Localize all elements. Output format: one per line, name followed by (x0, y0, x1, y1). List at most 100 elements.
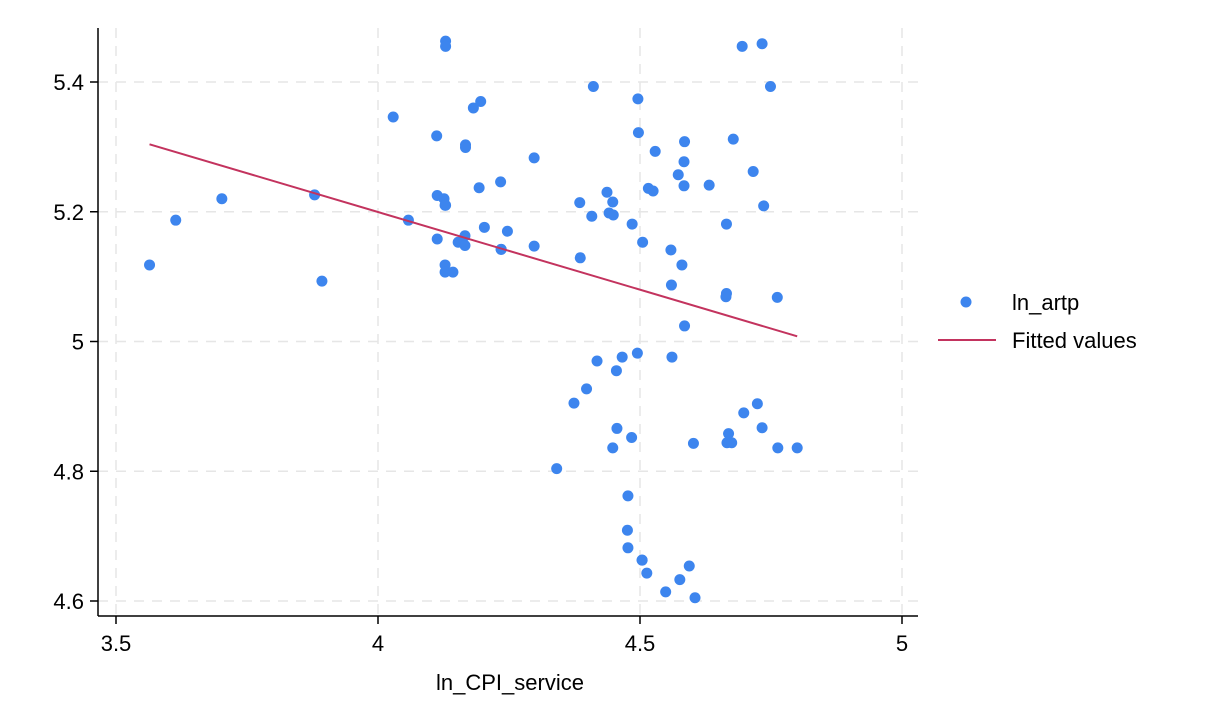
scatter-point (574, 252, 586, 264)
x-tick-label: 4 (372, 631, 384, 656)
scatter-point (568, 397, 580, 409)
scatter-point (621, 524, 633, 536)
scatter-point (616, 351, 628, 363)
scatter-point (144, 259, 156, 271)
scatter-point (631, 347, 643, 359)
scatter-point (764, 81, 776, 93)
scatter-point (689, 592, 701, 604)
scatter-point (720, 218, 732, 230)
scatter-point (637, 236, 649, 248)
legend-label-fitted-line: Fitted values (1012, 328, 1137, 353)
scatter-point (676, 259, 688, 271)
scatter-point (736, 40, 748, 52)
scatter-point (683, 560, 695, 572)
scatter-point (791, 442, 803, 454)
fitted-line-group (149, 143, 798, 338)
scatter-point (316, 275, 328, 287)
scatter-point (528, 240, 540, 252)
scatter-point (591, 355, 603, 367)
scatter-point (626, 432, 638, 444)
scatter-point (674, 574, 686, 586)
scatter-point (672, 169, 684, 181)
scatter-point (649, 145, 661, 157)
scatter-point (574, 197, 586, 209)
scatter-point (726, 437, 738, 449)
scatter-point (636, 554, 648, 566)
scatter-point (632, 127, 644, 139)
scatter-point (607, 209, 619, 221)
scatter-point (756, 422, 768, 434)
legend-marker-scatter (960, 296, 972, 308)
scatter-point (720, 287, 732, 299)
scatter-point (771, 291, 783, 303)
scatter-point (665, 244, 677, 256)
scatter-point (622, 542, 634, 554)
scatter-point (431, 130, 443, 142)
scatter-point (601, 186, 613, 198)
scatter-point (611, 422, 623, 434)
scatter-point (607, 442, 619, 454)
y-tick-label: 4.6 (53, 589, 84, 614)
scatter-point (170, 214, 182, 226)
scatter-point (756, 38, 768, 50)
scatter-point (641, 567, 653, 579)
scatter-point (647, 185, 659, 197)
scatter-point (665, 279, 677, 291)
scatter-point (607, 196, 619, 208)
scatter-point (626, 218, 638, 230)
scatter-point (467, 102, 479, 114)
scatter-point (747, 166, 759, 178)
scatter-point (447, 266, 459, 278)
y-tick-label: 5 (72, 330, 84, 355)
scatter-point (660, 586, 672, 598)
scatter-point (738, 407, 750, 419)
scatter-point (679, 320, 691, 332)
scatter-point (501, 225, 513, 237)
axes (97, 28, 918, 617)
y-tick-label: 5.4 (53, 70, 84, 95)
scatter-point (723, 428, 735, 440)
y-tick-label: 4.8 (53, 459, 84, 484)
scatter-point (459, 239, 471, 251)
scatter-point (528, 152, 540, 164)
scatter-point (678, 180, 690, 192)
scatter-point (581, 383, 593, 395)
scatter-point (772, 442, 784, 454)
scatter-point (751, 398, 763, 410)
x-axis-title: ln_CPI_service (436, 670, 584, 695)
scatter-point (679, 136, 691, 148)
scatter-point (216, 193, 228, 205)
scatter-point (440, 40, 452, 52)
scatter-point (473, 182, 485, 194)
scatter-point (678, 156, 690, 168)
scatter-point (758, 200, 770, 212)
tick-marks (90, 81, 903, 624)
x-tick-label: 4.5 (625, 631, 656, 656)
fitted-line (149, 143, 798, 338)
scatter-point (460, 142, 472, 154)
scatter-point (587, 81, 599, 93)
legend: ln_artp Fitted values (938, 290, 1137, 353)
scatter-point (666, 351, 678, 363)
tick-labels: 3.5 4 4.5 5 4.6 4.8 5 5.2 5.4 (53, 70, 908, 656)
scatter-point (703, 179, 715, 191)
scatter-point (478, 221, 490, 233)
scatter-point (387, 111, 399, 123)
x-tick-label: 5 (896, 631, 908, 656)
scatter-point (495, 176, 507, 188)
scatter-point (727, 133, 739, 145)
scatter-point (475, 95, 487, 107)
scatter-point (431, 233, 443, 245)
y-tick-label: 5.2 (53, 200, 84, 225)
scatter-point (551, 463, 563, 475)
legend-label-scatter: ln_artp (1012, 290, 1079, 315)
x-tick-label: 3.5 (101, 631, 132, 656)
scatter-point (610, 365, 622, 377)
scatter-point (622, 490, 634, 502)
grid-lines (98, 28, 918, 616)
scatter-point (687, 437, 699, 449)
scatter-point (632, 93, 644, 105)
scatter-point (586, 210, 598, 222)
scatter-points (144, 35, 803, 604)
